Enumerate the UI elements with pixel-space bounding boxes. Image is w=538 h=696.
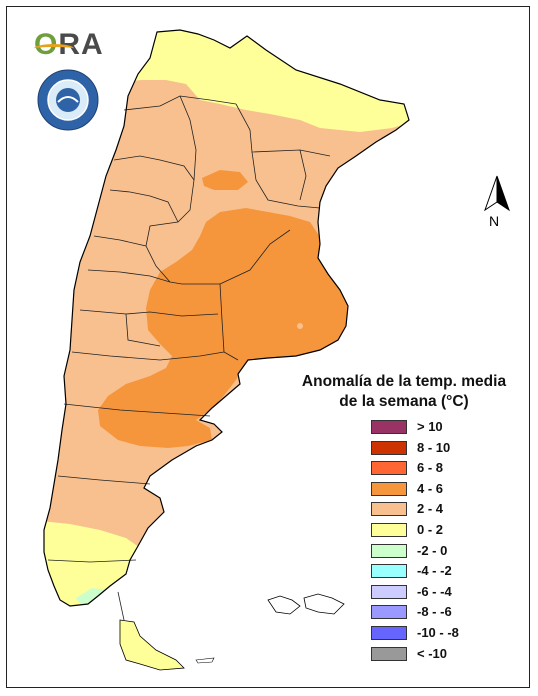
legend-label: < -10 xyxy=(417,645,447,661)
legend-swatch xyxy=(371,646,407,661)
legend-swatch xyxy=(371,625,407,640)
north-arrow-icon xyxy=(484,175,510,212)
islas-malvinas xyxy=(267,593,345,615)
legend-label: 2 - 4 xyxy=(417,501,444,517)
legend-title-line1: Anomalía de la temp. media xyxy=(301,373,507,390)
legend-swatch xyxy=(371,605,407,620)
legend-label: -2 - 0 xyxy=(417,542,448,558)
legend-swatch xyxy=(371,461,407,476)
legend-label: -8 - -6 xyxy=(417,604,452,620)
legend-swatch xyxy=(371,584,407,599)
legend-label: 8 - 10 xyxy=(417,439,451,455)
tierra-del-fuego xyxy=(119,619,185,671)
anomaly-spot xyxy=(297,323,303,329)
legend-swatch xyxy=(371,440,407,455)
legend-label: -10 - -8 xyxy=(417,624,459,640)
ora-logo: ORA xyxy=(34,28,104,62)
legend-label: -4 - -2 xyxy=(417,563,452,579)
smn-seal-icon xyxy=(37,69,99,131)
legend-swatch xyxy=(371,481,407,496)
legend-title-line2: de la semana (°C) xyxy=(339,393,469,410)
legend-swatch xyxy=(371,564,407,579)
legend-swatch xyxy=(371,420,407,434)
legend-swatch xyxy=(371,522,407,537)
anomaly-zone-center xyxy=(98,208,350,448)
anomaly-zone-north-patch xyxy=(202,170,248,190)
ora-logo-icon xyxy=(34,44,74,53)
legend-swatch xyxy=(371,502,407,517)
anomaly-zone-south xyxy=(44,520,160,606)
legend-label: 6 - 8 xyxy=(417,460,444,476)
province-boundaries xyxy=(47,95,331,621)
legend-label: > 10 xyxy=(417,419,443,434)
legend-label: 4 - 6 xyxy=(417,480,444,496)
legend-label: -6 - -4 xyxy=(417,583,452,599)
legend-swatch xyxy=(371,543,407,558)
legend-label: 0 - 2 xyxy=(417,521,444,537)
north-label: N xyxy=(489,213,500,229)
isla-estados xyxy=(195,657,215,664)
legend-title: Anomalía de la temp. media de la semana … xyxy=(284,372,524,412)
